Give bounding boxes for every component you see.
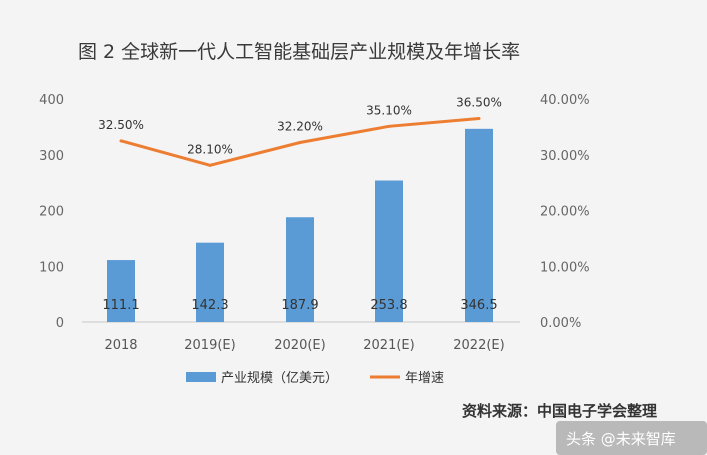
y-right-tick-label: 30.00% [540, 149, 590, 164]
bar-series: 111.1 142.3 187.9 253.8 346.5 [102, 128, 498, 322]
x-tick-label: 2021(E) [363, 338, 414, 353]
x-tick-label: 2022(E) [453, 338, 504, 353]
line-value-label: 32.50% [98, 118, 144, 132]
legend-line-label: 年增速 [405, 371, 444, 386]
y-axis-right: 0.00% 10.00% 20.00% 30.00% 40.00% [540, 93, 590, 331]
bar-value-label: 253.8 [370, 298, 407, 313]
y-right-tick-label: 40.00% [540, 93, 590, 108]
bar [107, 260, 135, 322]
bar [465, 128, 493, 322]
bar [196, 242, 224, 322]
x-axis: 2018 2019(E) 2020(E) 2021(E) 2022(E) [104, 338, 504, 353]
chart-title: 图 2 全球新一代人工智能基础层产业规模及年增长率 [78, 41, 520, 63]
y-left-tick-label: 0 [56, 316, 64, 331]
bar-value-label: 346.5 [460, 298, 497, 313]
line-point [208, 163, 212, 167]
x-tick-label: 2020(E) [274, 338, 325, 353]
legend: 产业规模（亿美元） 年增速 [186, 371, 444, 386]
bar [286, 217, 314, 322]
y-left-tick-label: 300 [39, 149, 64, 164]
bar-value-label: 187.9 [281, 298, 318, 313]
y-right-tick-label: 10.00% [540, 260, 590, 275]
line-point [119, 139, 123, 143]
x-tick-label: 2019(E) [184, 338, 235, 353]
line-value-label: 35.10% [366, 103, 412, 117]
line-point [477, 117, 481, 121]
x-tick-label: 2018 [104, 338, 137, 353]
bar-value-label: 111.1 [102, 298, 139, 313]
y-axis-left: 0 100 200 300 400 [39, 93, 64, 331]
y-left-tick-label: 400 [39, 93, 64, 108]
line-value-label: 36.50% [456, 96, 502, 110]
source-note: 资料来源：中国电子学会整理 [462, 402, 657, 420]
watermark-text: 头条 @未来智库 [566, 430, 676, 448]
y-right-tick-label: 20.00% [540, 205, 590, 220]
line-value-label: 28.10% [187, 142, 233, 156]
line-series: 32.50% 28.10% 32.20% 35.10% 36.50% [98, 96, 502, 167]
y-left-tick-label: 100 [39, 260, 64, 275]
legend-bar-label: 产业规模（亿美元） [221, 371, 338, 386]
y-right-tick-label: 0.00% [540, 316, 581, 331]
line-value-label: 32.20% [277, 119, 323, 133]
y-left-tick-label: 200 [39, 205, 64, 220]
bar-value-label: 142.3 [191, 298, 228, 313]
legend-bar-swatch [186, 372, 216, 382]
bar [375, 180, 403, 322]
line-point [298, 140, 302, 144]
line-point [387, 124, 391, 128]
watermark-backdrop [556, 421, 707, 455]
